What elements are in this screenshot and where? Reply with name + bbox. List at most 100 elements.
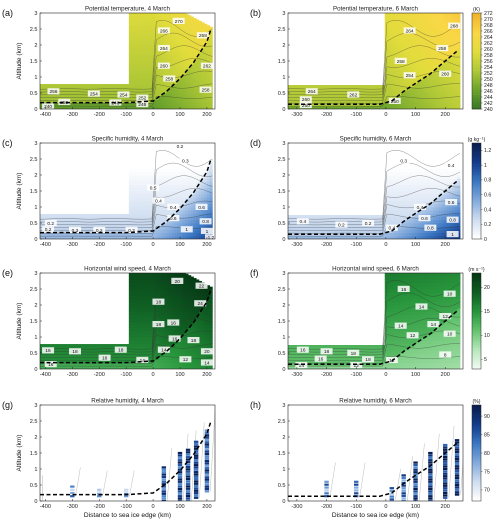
heatmap-cell bbox=[406, 54, 410, 59]
heatmap-cell bbox=[363, 235, 367, 239]
heatmap-cell bbox=[395, 171, 399, 176]
heatmap-cell bbox=[206, 67, 211, 71]
heatmap-cell bbox=[188, 232, 192, 237]
heatmap-cell bbox=[400, 175, 404, 179]
heatmap-cell bbox=[131, 232, 135, 237]
heatmap-cell bbox=[161, 213, 165, 217]
heatmap-cell bbox=[190, 61, 194, 65]
heatmap-cell bbox=[166, 57, 170, 62]
heatmap-cell bbox=[201, 29, 205, 33]
heatmap-cell bbox=[392, 210, 396, 214]
heatmap-cell bbox=[395, 83, 399, 87]
heatmap-cell bbox=[163, 80, 167, 84]
heatmap-cell bbox=[387, 197, 391, 201]
x-tick-label: 100 bbox=[411, 242, 420, 248]
heatmap-cell bbox=[163, 175, 167, 179]
heatmap-cell bbox=[171, 86, 176, 91]
heatmap-cell bbox=[136, 48, 141, 52]
heatmap-cell bbox=[344, 96, 348, 100]
heatmap-cell bbox=[85, 99, 89, 103]
heatmap-cell bbox=[188, 203, 192, 208]
heatmap-cell bbox=[171, 191, 176, 195]
heatmap-cell bbox=[443, 184, 447, 189]
heatmap-cell bbox=[88, 229, 92, 233]
heatmap-cell bbox=[188, 89, 192, 94]
heatmap-cell bbox=[414, 219, 418, 224]
heatmap-cell bbox=[339, 229, 343, 233]
heatmap-cell bbox=[80, 232, 84, 237]
heatmap-cell bbox=[395, 175, 399, 179]
heatmap-cell bbox=[296, 105, 300, 109]
heatmap-cell bbox=[336, 232, 340, 237]
heatmap-cell bbox=[408, 102, 413, 107]
colorbar-tick-label: 260 bbox=[484, 47, 493, 53]
heatmap-cell bbox=[371, 85, 375, 87]
heatmap-cell bbox=[193, 29, 197, 33]
heatmap-cell bbox=[357, 96, 361, 100]
heatmap-cell bbox=[403, 80, 407, 84]
contour-label-bg bbox=[157, 27, 170, 34]
heatmap-cell bbox=[128, 235, 132, 239]
heatmap-cell bbox=[136, 89, 141, 94]
heatmap-cell bbox=[406, 184, 410, 189]
x-tick-label: 200 bbox=[441, 242, 450, 248]
heatmap-cell bbox=[83, 102, 87, 107]
contour-label-bg bbox=[347, 91, 360, 98]
heatmap-cell bbox=[166, 83, 170, 87]
heatmap-cell bbox=[443, 210, 447, 214]
contour-label: 260 bbox=[302, 97, 310, 103]
heatmap-cell bbox=[425, 165, 429, 169]
heatmap-cell bbox=[288, 105, 292, 109]
heatmap-cell bbox=[395, 41, 399, 46]
colorbar-segment bbox=[472, 80, 481, 83]
heatmap-cell bbox=[180, 93, 184, 97]
heatmap-cell bbox=[317, 99, 321, 103]
heatmap-cell bbox=[457, 149, 461, 153]
heatmap-cell bbox=[139, 51, 143, 55]
heatmap-cell bbox=[344, 102, 348, 107]
heatmap-cell bbox=[128, 83, 132, 87]
heatmap-cell bbox=[438, 216, 442, 221]
heatmap-cell bbox=[387, 232, 391, 237]
heatmap-cell bbox=[387, 168, 391, 173]
heatmap-cell bbox=[182, 102, 186, 107]
heatmap-cell bbox=[99, 219, 103, 224]
heatmap-cell bbox=[384, 22, 388, 27]
heatmap-cell bbox=[438, 54, 442, 59]
heatmap-cell bbox=[433, 13, 437, 17]
heatmap-cell bbox=[88, 232, 92, 237]
heatmap-cell bbox=[390, 29, 394, 33]
heatmap-cell bbox=[190, 48, 194, 52]
heatmap-cell bbox=[406, 152, 410, 157]
heatmap-cell bbox=[153, 159, 157, 163]
heatmap-cell bbox=[425, 175, 429, 179]
heatmap-cell bbox=[136, 22, 141, 27]
heatmap-cell bbox=[174, 235, 178, 239]
heatmap-cell bbox=[425, 41, 429, 46]
heatmap-cell bbox=[93, 102, 97, 107]
heatmap-cell bbox=[390, 38, 394, 43]
heatmap-cell bbox=[392, 207, 396, 211]
heatmap-cell bbox=[400, 102, 404, 107]
heatmap-cell bbox=[174, 77, 178, 81]
heatmap-cell bbox=[104, 99, 108, 103]
heatmap-cell bbox=[451, 73, 456, 78]
heatmap-cell bbox=[387, 89, 391, 94]
colorbar-segment bbox=[472, 104, 481, 107]
heatmap-cell bbox=[166, 143, 170, 147]
heatmap-cell bbox=[398, 152, 402, 157]
heatmap-cell bbox=[322, 96, 327, 100]
heatmap-cell bbox=[449, 203, 453, 208]
heatmap-cell bbox=[64, 232, 68, 237]
contour-label: 0.2 bbox=[96, 228, 103, 234]
heatmap-cell bbox=[193, 184, 197, 189]
heatmap-cell bbox=[387, 77, 391, 81]
heatmap-cell bbox=[104, 93, 108, 97]
heatmap-cell bbox=[411, 13, 415, 17]
heatmap-cell bbox=[171, 171, 176, 176]
heatmap-cell bbox=[150, 35, 154, 39]
heatmap-cell bbox=[163, 162, 167, 166]
heatmap-cell bbox=[134, 77, 138, 81]
heatmap-cell bbox=[290, 96, 294, 100]
heatmap-cell bbox=[433, 178, 437, 182]
